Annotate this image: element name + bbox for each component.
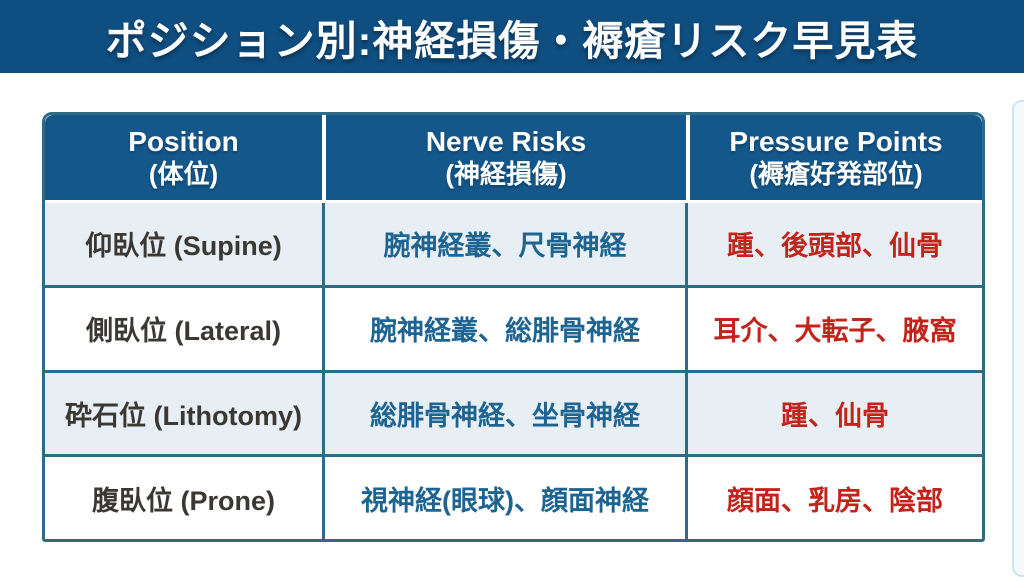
cell-pressure-lithotomy: 踵、仙骨 [688, 372, 982, 455]
risk-table: Position (体位) Nerve Risks (神経損傷) Pressur… [42, 112, 985, 542]
column-header-position: Position (体位) [45, 115, 322, 200]
table-header-row: Position (体位) Nerve Risks (神経損傷) Pressur… [45, 115, 982, 203]
cell-position-lateral: 側臥位 (Lateral) [45, 287, 322, 370]
cell-nerve-lithotomy: 総腓骨神経、坐骨神経 [325, 372, 685, 455]
cell-nerve-prone: 視神経(眼球)、顔面神経 [325, 457, 685, 539]
column-header-nerve-risks: Nerve Risks (神経損傷) [326, 115, 686, 200]
column-header-pressure-points: Pressure Points (褥瘡好発部位) [690, 115, 982, 200]
column-header-position-ja: (体位) [148, 158, 219, 189]
column-header-pressure-points-ja: (褥瘡好発部位) [749, 158, 923, 189]
column-header-pressure-points-en: Pressure Points [729, 125, 943, 157]
table-body: 仰臥位 (Supine) 腕神経叢、尺骨神経 踵、後頭部、仙骨 側臥位 (Lat… [45, 203, 982, 539]
column-header-position-en: Position [128, 125, 239, 157]
title-banner: ポジション別:神経損傷・褥瘡リスク早見表 [0, 0, 1024, 73]
cell-position-lithotomy: 砕石位 (Lithotomy) [45, 372, 322, 455]
cell-pressure-prone: 顔面、乳房、陰部 [688, 457, 982, 539]
cell-nerve-lateral: 腕神経叢、総腓骨神経 [325, 287, 685, 370]
cell-pressure-supine: 踵、後頭部、仙骨 [688, 203, 982, 285]
cell-position-prone: 腹臥位 (Prone) [45, 457, 322, 539]
cell-pressure-lateral: 耳介、大転子、腋窩 [688, 287, 982, 370]
page-title: ポジション別:神経損傷・褥瘡リスク早見表 [105, 17, 919, 64]
right-edge-card [1012, 100, 1024, 577]
column-header-nerve-risks-en: Nerve Risks [425, 125, 587, 157]
column-header-nerve-risks-ja: (神経損傷) [445, 158, 567, 189]
cell-nerve-supine: 腕神経叢、尺骨神経 [325, 203, 685, 285]
cell-position-supine: 仰臥位 (Supine) [45, 203, 322, 285]
